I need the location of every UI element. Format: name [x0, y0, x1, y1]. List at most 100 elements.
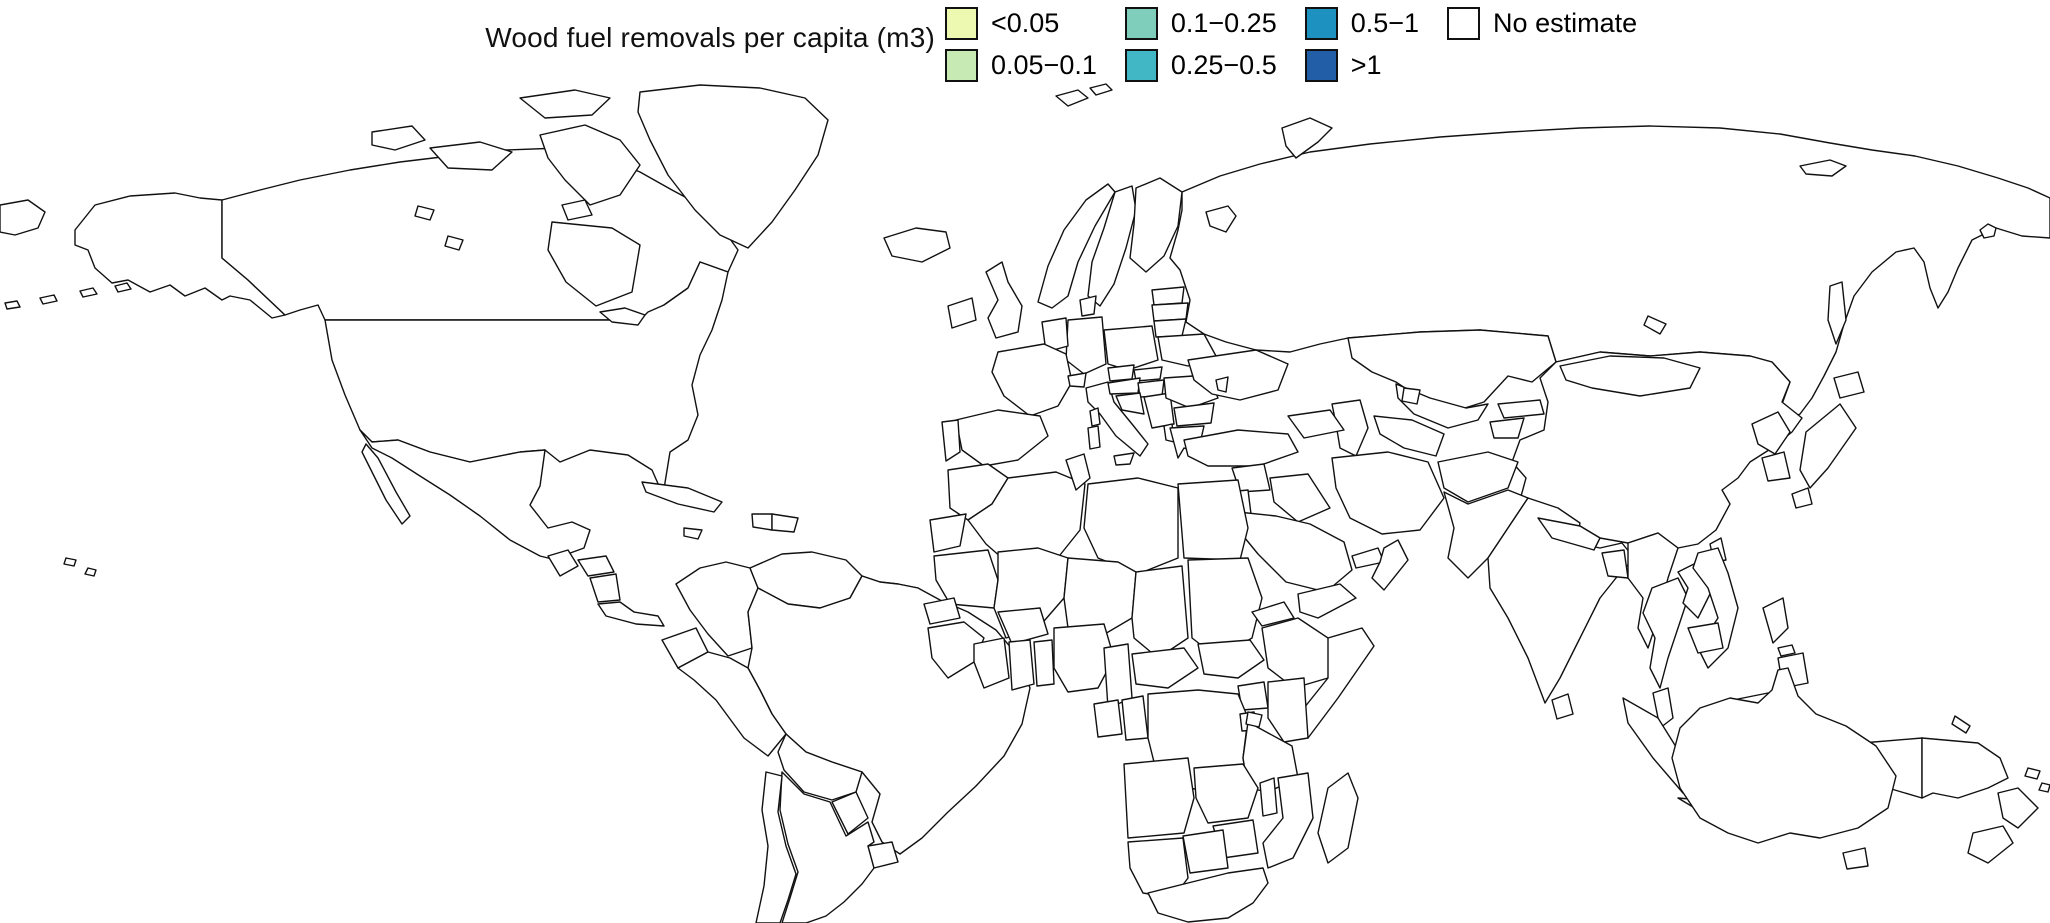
country-sicily	[1113, 452, 1135, 466]
legend-label-no-estimate: No estimate	[1493, 7, 1638, 38]
country-ghana	[1008, 639, 1035, 691]
country-lithuania	[1153, 318, 1187, 338]
legend-label-01-025: 0.1−0.25	[1170, 7, 1277, 38]
great-bear-lake	[414, 205, 464, 251]
country-switzerland	[1067, 372, 1087, 388]
country-nepal	[1537, 517, 1601, 551]
country-usa-alaska	[74, 192, 286, 319]
country-central-african-republic	[1131, 647, 1199, 689]
country-kenya	[1267, 677, 1309, 743]
country-philippines-luzon	[1762, 597, 1789, 644]
country-sri-lanka	[1551, 693, 1574, 720]
country-iceland	[883, 227, 951, 263]
country-iran	[1331, 451, 1445, 535]
country-north-korea	[1751, 411, 1791, 455]
legend-label-05-1: 0.5−1	[1350, 7, 1420, 38]
country-kazakhstan	[1347, 329, 1557, 413]
country-caucasus	[1287, 409, 1345, 439]
legend-item-025-05: 0.25−0.5	[1124, 44, 1277, 86]
country-slovakia	[1133, 366, 1163, 382]
legend-swatch-025-05	[1124, 48, 1158, 82]
country-turkey	[1183, 429, 1299, 467]
lake-baikal	[1643, 315, 1667, 335]
country-canada-victoria-island	[429, 141, 513, 171]
country-latvia	[1151, 302, 1189, 322]
country-guatemala	[547, 549, 579, 577]
country-kamchatka-region	[1979, 223, 1997, 239]
country-usa-hawaii	[63, 557, 97, 577]
legend-swatch-no-estimate	[1447, 6, 1481, 40]
hudson-bay	[547, 221, 641, 307]
legend-label-gt1: >1	[1350, 49, 1382, 80]
legend-swatch-01-025	[1124, 6, 1158, 40]
legend-swatch-05-1	[1304, 6, 1338, 40]
country-south-sudan	[1197, 639, 1265, 679]
country-saudi-arabia	[1237, 511, 1353, 593]
country-thailand	[1642, 577, 1689, 689]
country-niger	[1063, 557, 1137, 639]
country-estonia	[1151, 286, 1185, 306]
country-chad	[1131, 565, 1189, 659]
great-lakes	[599, 307, 646, 326]
legend-swatch-005-01	[945, 48, 978, 82]
country-oman	[1371, 539, 1409, 591]
country-mauritania	[933, 549, 999, 609]
country-corsica	[1089, 407, 1101, 427]
country-libya	[1083, 477, 1179, 575]
country-russia	[1169, 125, 2050, 421]
country-south-korea	[1761, 451, 1791, 482]
country-botswana	[1182, 829, 1229, 874]
legend-item-005-01: 0.05−0.1	[945, 44, 1097, 86]
legend-label-lt005: <0.05	[991, 7, 1060, 38]
country-poland	[1103, 325, 1159, 371]
country-japan-kyushu	[1791, 487, 1813, 509]
country-finland	[1129, 177, 1183, 273]
legend-swatch-lt005	[945, 6, 978, 40]
legend-item-lt005: <0.05	[945, 2, 1097, 44]
country-philippines-visayas	[1777, 644, 1796, 657]
country-gabon	[1093, 699, 1123, 738]
countries-layer	[0, 83, 2050, 923]
country-papua-new-guinea	[1921, 737, 2009, 799]
country-russia-sakhalin	[1827, 281, 1847, 345]
country-ireland	[947, 297, 977, 329]
country-bosnia-serbia	[1143, 392, 1175, 429]
country-canada-baffin-island	[539, 124, 641, 206]
country-greenland	[637, 84, 829, 249]
legend-label-005-01: 0.05−0.1	[991, 49, 1097, 80]
country-sardinia	[1087, 425, 1101, 450]
country-jamaica	[683, 527, 703, 540]
country-sudan	[1187, 557, 1263, 659]
country-chile	[755, 771, 797, 923]
country-argentina	[779, 771, 875, 923]
country-cote-divoire	[973, 637, 1010, 689]
country-south-africa	[1147, 867, 1269, 923]
country-sweden	[1087, 185, 1137, 307]
country-honduras	[577, 555, 615, 577]
country-czechia	[1107, 364, 1135, 382]
country-iraq	[1269, 473, 1331, 523]
country-netherlands-belgium	[1041, 317, 1069, 353]
country-bolivia	[777, 733, 863, 801]
country-portugal	[941, 419, 961, 462]
country-vietnam	[1692, 547, 1739, 669]
country-novaya-zemlya	[1281, 117, 1333, 159]
country-tajikistan	[1489, 417, 1525, 439]
country-mongolia	[1559, 355, 1701, 397]
legend-item-01-025: 0.1−0.25	[1124, 2, 1277, 44]
country-yemen	[1297, 583, 1357, 619]
country-bulgaria	[1173, 402, 1215, 427]
country-svalbard	[1055, 83, 1113, 107]
country-angola	[1123, 757, 1195, 839]
legend: <0.05 0.05−0.1 0.1−0.25 0.25−0.5 0.5−1 >…	[945, 2, 1637, 86]
country-mexico-baja	[361, 443, 411, 525]
country-eritrea	[1251, 601, 1295, 627]
country-australia	[1671, 667, 1897, 844]
country-japan-honshu	[1799, 403, 1857, 489]
legend-label-025-05: 0.25−0.5	[1170, 49, 1277, 80]
map-title: Wood fuel removals per capita (m3)	[485, 22, 935, 53]
country-russia-wrap	[0, 199, 46, 236]
country-egypt	[1177, 479, 1249, 561]
